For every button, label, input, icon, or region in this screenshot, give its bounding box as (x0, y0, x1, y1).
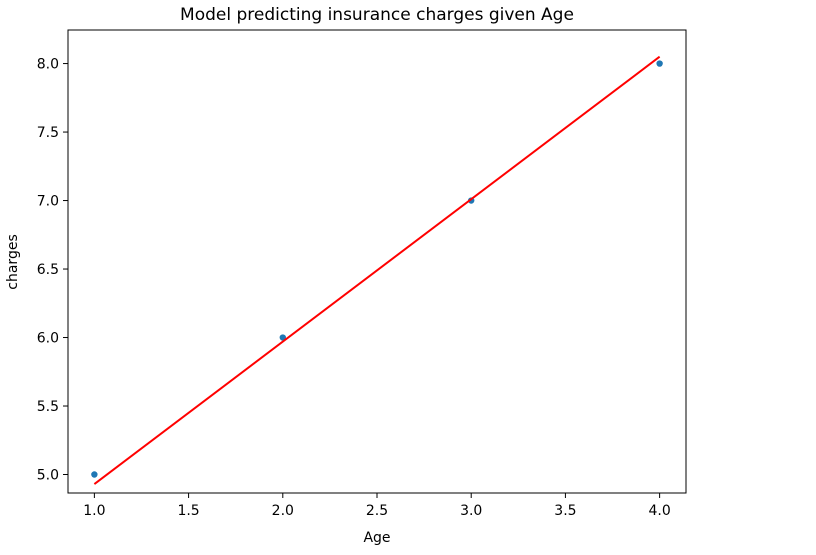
x-tick-label: 3.5 (554, 503, 576, 519)
x-tick-label: 2.0 (272, 503, 294, 519)
x-axis-ticks: 1.0 1.5 2.0 2.5 3.0 3.5 4.0 (83, 493, 671, 519)
y-axis-label: charges (5, 234, 21, 289)
chart-title: Model predicting insurance charges given… (180, 5, 574, 25)
x-tick-label: 4.0 (648, 503, 670, 519)
plot-area-frame (67, 29, 687, 494)
x-tick-label: 2.5 (366, 503, 388, 519)
data-point (279, 334, 286, 341)
data-point (91, 471, 98, 478)
y-tick-label: 5.5 (37, 399, 59, 415)
y-tick-label: 6.5 (37, 262, 59, 278)
y-tick-label: 8.0 (37, 57, 59, 73)
y-tick-label: 6.0 (37, 331, 59, 347)
x-axis-label: Age (363, 530, 390, 546)
y-tick-label: 7.5 (37, 125, 59, 141)
x-tick-label: 3.0 (460, 503, 482, 519)
regression-line (93, 55, 661, 485)
x-tick-label: 1.5 (177, 503, 199, 519)
data-point (656, 60, 663, 67)
x-tick-label: 1.0 (83, 503, 105, 519)
y-axis-ticks: 5.0 5.5 6.0 6.5 7.0 7.5 8.0 (37, 57, 68, 484)
y-tick-label: 5.0 (37, 468, 59, 484)
y-tick-label: 7.0 (37, 194, 59, 210)
series-layer (91, 55, 663, 485)
